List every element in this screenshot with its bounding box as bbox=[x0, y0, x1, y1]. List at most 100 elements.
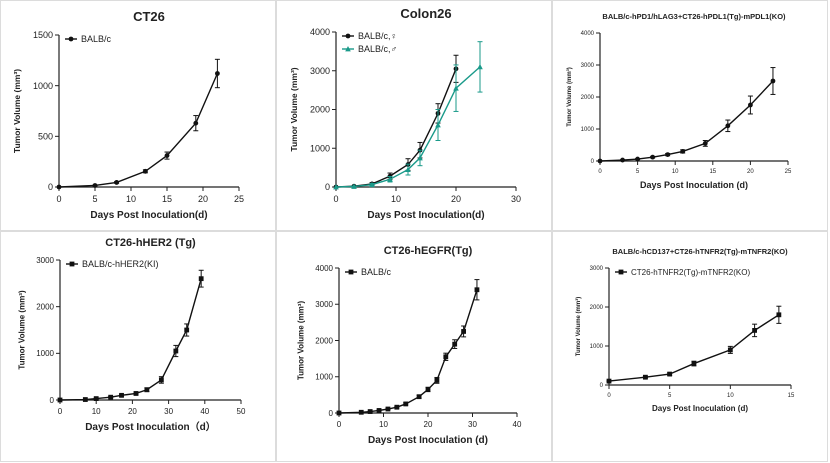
y-tick-label: 0 bbox=[591, 159, 595, 165]
x-axis-label: Days Post Inoculation (d) bbox=[368, 435, 488, 446]
y-tick-label: 4000 bbox=[581, 31, 595, 37]
y-tick-label: 3000 bbox=[581, 63, 595, 69]
x-tick-label: 0 bbox=[337, 420, 342, 429]
data-point bbox=[606, 378, 612, 384]
y-tick-label: 3000 bbox=[36, 256, 54, 265]
chart-hpd1-hlag3: BALB/c-hPD1/hLAG3+CT26-hPDL1(Tg)-mPDL1(K… bbox=[566, 12, 792, 190]
y-axis-label: Tumor Volume (mm³) bbox=[566, 67, 573, 126]
chart-hegfr: CT26-hEGFR(Tg) 0 10 20 30 40 0 1000 2000 3000 4000… bbox=[296, 245, 522, 446]
data-point bbox=[367, 409, 373, 414]
data-point bbox=[144, 387, 150, 393]
x-tick-label: 40 bbox=[200, 407, 209, 416]
chart-title: CT26-hEGFR(Tg) bbox=[384, 245, 473, 257]
data-point bbox=[680, 149, 686, 154]
data-point bbox=[119, 392, 124, 398]
legend-swatch-marker bbox=[68, 36, 74, 42]
y-tick-label: 3000 bbox=[590, 266, 604, 272]
x-tick-label: 10 bbox=[727, 393, 734, 399]
y-tick-label: 2000 bbox=[36, 302, 54, 311]
y-tick-label: 0 bbox=[329, 409, 334, 418]
x-tick-label: 30 bbox=[468, 420, 477, 429]
x-tick-label: 10 bbox=[126, 194, 136, 204]
x-tick-label: 25 bbox=[785, 169, 792, 175]
data-point bbox=[333, 184, 339, 190]
y-axis-label: Tumor Volume (mm³) bbox=[296, 301, 305, 381]
data-point bbox=[417, 154, 423, 161]
x-tick-label: 50 bbox=[237, 407, 246, 416]
chart-panel-hcd137-htnfr2: BALB/c-hCD137+CT26-hTNFR2(Tg)-mTNFR2(KO)… bbox=[552, 231, 828, 462]
data-point bbox=[635, 156, 640, 162]
series-line bbox=[608, 314, 780, 382]
data-point bbox=[198, 276, 204, 282]
data-point bbox=[770, 78, 776, 84]
data-point bbox=[650, 154, 656, 160]
chart-panel-ct26: CT26 0 5 10 15 20 25 0 500 1000 1500 Days Post Inoc… bbox=[0, 0, 276, 231]
data-point bbox=[93, 396, 99, 401]
y-tick-label: 3000 bbox=[310, 66, 330, 76]
legend-label: BALB/c,♂ bbox=[358, 44, 397, 54]
x-tick-label: 10 bbox=[672, 169, 679, 175]
data-point bbox=[725, 123, 731, 129]
data-point bbox=[665, 152, 671, 158]
x-tick-label: 40 bbox=[513, 420, 522, 429]
data-point bbox=[133, 391, 139, 396]
data-point bbox=[394, 404, 400, 410]
chart-title: BALB/c-hPD1/hLAG3+CT26-hPDL1(Tg)-mPDL1(K… bbox=[602, 12, 786, 21]
y-tick-label: 2000 bbox=[590, 305, 604, 311]
x-tick-label: 20 bbox=[128, 407, 137, 416]
series-line bbox=[599, 80, 774, 162]
data-point bbox=[477, 63, 483, 70]
data-point bbox=[108, 394, 114, 400]
data-point bbox=[434, 377, 440, 383]
x-tick-label: 5 bbox=[92, 194, 97, 204]
legend-label: CT26-hTNFR2(Tg)-mTNFR2(KO) bbox=[631, 268, 750, 277]
x-tick-label: 20 bbox=[424, 420, 433, 429]
legend-swatch-marker bbox=[69, 261, 75, 267]
legend-label: BALB/c-hHER2(KI) bbox=[82, 259, 159, 269]
x-tick-label: 20 bbox=[747, 169, 754, 175]
y-tick-label: 1000 bbox=[315, 373, 333, 382]
data-point bbox=[173, 348, 179, 354]
y-axis-label: Tumor Volume (mm³) bbox=[12, 69, 22, 153]
y-axis-label: Tumor Volume (mm³) bbox=[575, 297, 582, 356]
y-tick-label: 2000 bbox=[310, 105, 330, 115]
data-point bbox=[158, 377, 164, 383]
x-tick-label: 5 bbox=[636, 169, 640, 175]
data-point bbox=[358, 409, 364, 415]
x-axis-label: Days Post Inoculation(d) bbox=[90, 210, 207, 221]
y-tick-label: 4000 bbox=[310, 27, 330, 37]
data-point bbox=[92, 183, 98, 188]
data-point bbox=[385, 406, 391, 412]
chart-panel-hegfr: CT26-hEGFR(Tg) 0 10 20 30 40 0 1000 2000 3000 4000… bbox=[276, 231, 552, 462]
x-tick-label: 15 bbox=[788, 393, 795, 399]
y-tick-label: 2000 bbox=[581, 95, 595, 101]
legend-swatch-marker bbox=[345, 46, 351, 52]
x-tick-label: 10 bbox=[92, 407, 101, 416]
legend-swatch-marker bbox=[618, 269, 624, 275]
chart-colon26: Colon26 0 10 20 30 0 1000 2000 3000 4000 Days Post… bbox=[289, 6, 521, 221]
series-balb-c bbox=[56, 58, 220, 190]
y-tick-label: 0 bbox=[325, 182, 330, 192]
y-tick-label: 1000 bbox=[36, 349, 54, 358]
legend-label: BALB/c,♀ bbox=[358, 31, 397, 41]
data-point bbox=[376, 408, 382, 413]
x-tick-label: 0 bbox=[607, 393, 611, 399]
y-tick-label: 4000 bbox=[315, 264, 333, 273]
data-point bbox=[403, 401, 409, 407]
data-point bbox=[620, 157, 625, 163]
y-tick-label: 1000 bbox=[33, 81, 53, 91]
chart-title: Colon26 bbox=[400, 6, 451, 21]
x-axis-label: Days Post Inoculation（d） bbox=[85, 420, 216, 433]
legend-swatch-marker bbox=[348, 269, 354, 275]
chart-panel-colon26: Colon26 0 10 20 30 0 1000 2000 3000 4000 Days Post… bbox=[276, 0, 552, 231]
data-point bbox=[416, 394, 422, 400]
chart-panel-hher2: CT26-hHER2 (Tg) 0 10 20 30 40 50 0 1000 2000 3000 D… bbox=[0, 231, 276, 462]
x-tick-label: 0 bbox=[58, 407, 63, 416]
data-point bbox=[691, 361, 697, 366]
y-tick-label: 3000 bbox=[315, 300, 333, 309]
data-point bbox=[164, 153, 170, 158]
x-axis-label: Days Post Inoculation (d) bbox=[652, 404, 748, 413]
y-tick-label: 0 bbox=[48, 182, 53, 192]
data-point bbox=[336, 410, 342, 416]
